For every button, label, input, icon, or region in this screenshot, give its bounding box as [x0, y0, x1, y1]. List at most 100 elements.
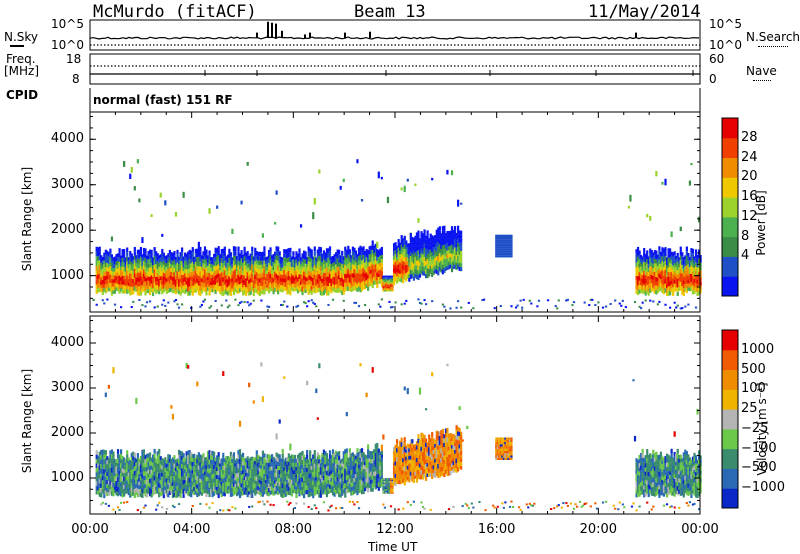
- echo-cell: [685, 260, 688, 266]
- echo-cell: [241, 283, 245, 288]
- echo-cell: [661, 279, 664, 284]
- echo-cell: [365, 272, 368, 277]
- echo-cell: [460, 234, 463, 239]
- echo-cell: [258, 479, 261, 484]
- echo-cell: [662, 266, 666, 272]
- echo-cell: [112, 282, 115, 287]
- echo-cell: [331, 298, 335, 301]
- echo-cell: [392, 268, 396, 273]
- echo-cell: [132, 279, 135, 283]
- echo-cell: [690, 265, 693, 270]
- echo-cell: [205, 281, 208, 287]
- echo-cell: [322, 475, 326, 481]
- echo-cell: [676, 304, 679, 307]
- echo-cell: [429, 245, 432, 250]
- echo-cell: [184, 461, 187, 466]
- echo-cell: [339, 482, 342, 487]
- echo-cell: [295, 458, 298, 463]
- echo-cell: [388, 275, 391, 278]
- echo-cell: [106, 298, 109, 301]
- echo-cell: [356, 284, 359, 289]
- echo-cell: [187, 287, 190, 292]
- echo-cell: [246, 259, 249, 264]
- echo-cell: [168, 258, 171, 263]
- echo-cell: [377, 260, 380, 264]
- echo-cell: [676, 274, 679, 279]
- echo-cell: [196, 484, 199, 489]
- echo-cell: [266, 470, 269, 475]
- echo-cell: [659, 271, 663, 276]
- echo-cell: [209, 260, 213, 264]
- echo-cell: [310, 469, 313, 474]
- echo-cell: [667, 281, 670, 287]
- echo-cell: [124, 260, 127, 265]
- echo-cell: [118, 470, 121, 475]
- echo-cell: [145, 281, 149, 286]
- echo-cell: [391, 289, 394, 292]
- echo-cell: [368, 254, 371, 259]
- echo-cell: [107, 384, 110, 389]
- echo-cell: [101, 272, 104, 277]
- echo-cell: [495, 237, 498, 240]
- echo-cell: [257, 501, 260, 504]
- echo-cell: [676, 265, 679, 271]
- echo-cell: [284, 469, 287, 474]
- echo-cell: [237, 251, 240, 256]
- echo-cell: [289, 483, 292, 488]
- echo-cell: [636, 285, 640, 291]
- echo-cell: [328, 450, 332, 455]
- echo-cell: [682, 264, 685, 269]
- echo-cell: [184, 285, 187, 290]
- echo-cell: [293, 470, 297, 475]
- echo-cell: [161, 476, 164, 481]
- echo-cell: [130, 274, 133, 279]
- echo-cell: [335, 472, 338, 477]
- echo-cell: [327, 271, 330, 277]
- echo-cell: [121, 249, 124, 254]
- echo-cell: [293, 280, 297, 285]
- echo-cell: [647, 272, 650, 277]
- echo-cell: [254, 476, 257, 481]
- echo-cell: [379, 269, 382, 274]
- echo-cell: [101, 462, 104, 468]
- echo-cell: [187, 260, 190, 265]
- echo-cell: [411, 265, 414, 270]
- echo-cell: [457, 260, 460, 265]
- echo-cell: [135, 397, 138, 405]
- echo-cell: [377, 263, 380, 268]
- echo-cell: [245, 265, 248, 270]
- echo-cell: [267, 475, 271, 480]
- echo-cell: [100, 288, 103, 293]
- echo-cell: [219, 490, 222, 495]
- echo-cell: [418, 261, 422, 266]
- echo-cell: [652, 275, 655, 280]
- echo-cell: [278, 263, 281, 268]
- echo-cell: [95, 303, 98, 306]
- echo-cell: [688, 263, 692, 268]
- echo-cell: [135, 281, 138, 285]
- echo-cell: [98, 469, 101, 475]
- echo-cell: [690, 286, 693, 291]
- echo-cell: [675, 262, 678, 267]
- echo-cell: [101, 475, 104, 481]
- echo-cell: [222, 478, 225, 484]
- echo-cell: [402, 274, 405, 279]
- echo-cell: [240, 250, 243, 255]
- echo-cell: [310, 465, 313, 470]
- echo-cell: [255, 489, 258, 494]
- echo-cell: [155, 251, 158, 256]
- echo-cell: [414, 235, 417, 240]
- echo-cell: [495, 252, 498, 256]
- echo-cell: [200, 285, 204, 290]
- echo-cell: [290, 277, 293, 281]
- echo-cell: [661, 247, 664, 252]
- echo-cell: [504, 248, 507, 251]
- echo-cell: [142, 260, 146, 266]
- echo-cell: [379, 273, 382, 277]
- echo-cell: [304, 479, 307, 484]
- echo-cell: [162, 482, 165, 487]
- echo-cell: [504, 250, 507, 253]
- echo-cell: [653, 263, 656, 268]
- echo-cell: [354, 254, 358, 259]
- echo-cell: [668, 271, 672, 277]
